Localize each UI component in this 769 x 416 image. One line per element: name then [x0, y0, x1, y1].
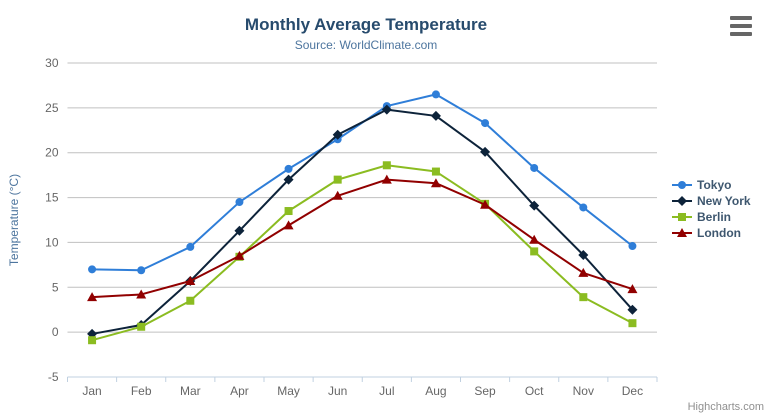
x-axis-label: Sep: [474, 384, 496, 398]
data-point-marker[interactable]: [431, 167, 440, 176]
x-axis-label: Jul: [379, 384, 394, 398]
y-axis-title: Temperature (°C): [7, 173, 21, 267]
data-point-marker[interactable]: [480, 199, 491, 209]
data-point-marker[interactable]: [677, 228, 687, 237]
data-point-marker[interactable]: [628, 242, 637, 251]
credits-link[interactable]: Highcharts.com: [687, 401, 764, 413]
y-axis-label: 30: [45, 56, 59, 70]
data-point-marker[interactable]: [332, 129, 343, 140]
chart-title: Monthly Average Temperature: [244, 15, 488, 34]
legend-marker-icon: [672, 181, 692, 189]
data-point-marker[interactable]: [284, 164, 293, 173]
data-point-marker[interactable]: [186, 242, 195, 251]
series-line-new-york[interactable]: [91, 108, 634, 335]
data-point-marker[interactable]: [628, 319, 637, 328]
legend-item-label: Tokyo: [697, 178, 732, 192]
x-axis-label: Aug: [425, 384, 446, 398]
series-london[interactable]: [87, 174, 638, 302]
series-line-tokyo[interactable]: [91, 93, 634, 272]
series-line-london[interactable]: [91, 178, 634, 299]
x-axis-label: Feb: [131, 384, 152, 398]
x-axis-label: Jan: [82, 384, 101, 398]
data-point-marker[interactable]: [430, 110, 441, 121]
data-point-marker[interactable]: [678, 213, 686, 221]
export-menu-button[interactable]: [730, 16, 754, 36]
data-point-marker[interactable]: [480, 146, 491, 157]
data-point-marker[interactable]: [481, 119, 490, 128]
data-point-marker[interactable]: [579, 203, 588, 212]
data-point-marker[interactable]: [137, 266, 146, 275]
legend-item-berlin[interactable]: Berlin: [672, 209, 751, 225]
y-axis-label: 10: [45, 235, 59, 249]
legend-item-label: New York: [697, 194, 751, 208]
x-axis-label: Jun: [328, 384, 347, 398]
data-point-marker[interactable]: [186, 296, 195, 305]
y-axis-label: 20: [45, 146, 59, 160]
legend-item-london[interactable]: London: [672, 225, 751, 241]
data-point-marker[interactable]: [530, 247, 539, 256]
data-point-marker[interactable]: [136, 289, 147, 299]
legend: Tokyo New York Berlin London: [672, 177, 751, 241]
data-point-marker[interactable]: [88, 265, 97, 274]
data-point-marker[interactable]: [529, 234, 540, 244]
data-point-marker[interactable]: [87, 292, 98, 302]
hamburger-menu-icon: [730, 16, 752, 20]
data-point-marker[interactable]: [234, 225, 245, 236]
series-line-berlin[interactable]: [91, 164, 634, 342]
data-point-marker[interactable]: [627, 304, 638, 315]
y-axis-label: 0: [52, 325, 59, 339]
y-axis-label: 25: [45, 101, 59, 115]
data-point-marker[interactable]: [627, 284, 638, 294]
legend-item-tokyo[interactable]: Tokyo: [672, 177, 751, 193]
y-axis-label: 15: [45, 191, 59, 205]
legend-marker-icon: [672, 196, 692, 206]
legend-item-new-york[interactable]: New York: [672, 193, 751, 209]
data-point-marker[interactable]: [333, 175, 342, 184]
legend-marker-icon: [672, 213, 692, 221]
x-axis-label: May: [277, 384, 300, 398]
data-point-marker[interactable]: [283, 220, 294, 230]
chart-subtitle: Source: WorldClimate.com: [294, 38, 438, 52]
data-point-marker[interactable]: [283, 174, 294, 185]
x-axis-label: Oct: [525, 384, 544, 398]
grid-lines: -5 0 5 10 15 20 25 30: [45, 56, 657, 384]
data-point-marker[interactable]: [579, 293, 588, 302]
data-point-marker[interactable]: [284, 207, 293, 216]
data-point-marker[interactable]: [235, 198, 244, 207]
series-berlin[interactable]: [88, 161, 637, 345]
data-point-marker[interactable]: [234, 250, 245, 260]
hamburger-menu-icon: [730, 32, 752, 36]
x-axis-label: Dec: [622, 384, 643, 398]
x-axis-label: Nov: [573, 384, 594, 398]
series-new-york[interactable]: [87, 104, 638, 339]
x-axis: Jan Feb Mar Apr May Jun Jul Aug Sep Oct Nov Dec: [67, 376, 658, 398]
x-axis-label: Apr: [230, 384, 249, 398]
legend-marker-icon: [672, 228, 692, 237]
data-point-marker[interactable]: [430, 178, 441, 188]
data-point-marker[interactable]: [185, 276, 196, 286]
data-point-marker[interactable]: [677, 196, 687, 206]
series-tokyo[interactable]: [88, 90, 637, 275]
hamburger-menu-icon: [730, 24, 752, 28]
y-axis-label: -5: [48, 370, 59, 384]
legend-item-label: London: [697, 226, 741, 240]
y-axis-label: 5: [52, 280, 59, 294]
data-point-marker[interactable]: [381, 174, 392, 184]
data-point-marker[interactable]: [332, 190, 343, 200]
data-point-marker[interactable]: [137, 322, 146, 331]
data-point-marker[interactable]: [382, 161, 391, 170]
data-point-marker[interactable]: [530, 163, 539, 172]
data-point-marker[interactable]: [678, 181, 686, 189]
data-point-marker[interactable]: [431, 90, 440, 99]
data-point-marker[interactable]: [578, 267, 589, 277]
data-point-marker[interactable]: [578, 249, 589, 260]
data-point-marker[interactable]: [381, 104, 392, 115]
data-point-marker[interactable]: [529, 200, 540, 211]
data-point-marker[interactable]: [88, 336, 97, 345]
legend-item-label: Berlin: [697, 210, 732, 224]
x-axis-label: Mar: [180, 384, 201, 398]
